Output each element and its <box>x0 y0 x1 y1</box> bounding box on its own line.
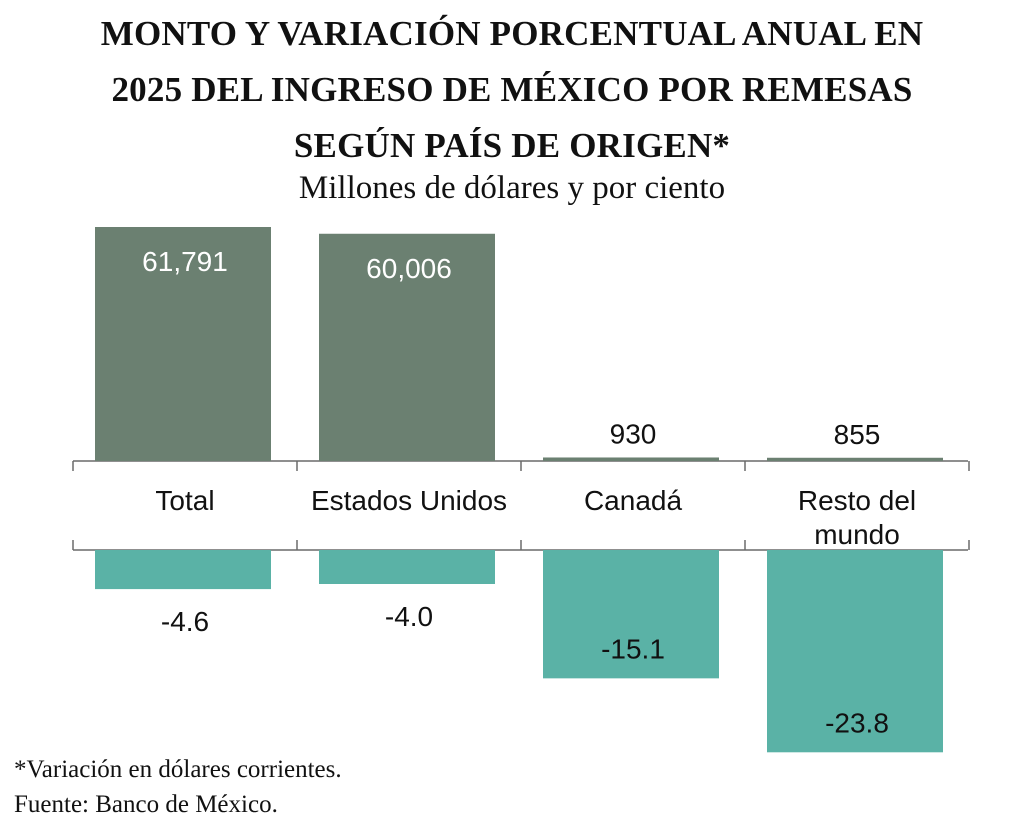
category-label: Canadá <box>584 485 683 516</box>
amount-bar <box>319 233 495 461</box>
chart-title-line-1: MONTO Y VARIACIÓN PORCENTUAL ANUAL EN <box>100 14 924 53</box>
footnote: *Variación en dólares corrientes. <box>14 756 342 783</box>
change-data-label: -4.6 <box>161 606 209 637</box>
change-data-label: -15.1 <box>601 633 665 664</box>
chart-title-line-2: 2025 DEL INGRESO DE MÉXICO POR REMESAS <box>111 70 913 109</box>
change-data-label: -4.0 <box>385 601 433 632</box>
amount-bar <box>767 457 943 461</box>
change-data-label: -23.8 <box>825 707 889 738</box>
change-bar <box>95 550 271 590</box>
change-bar <box>767 550 943 753</box>
source-note: Fuente: Banco de México. <box>14 791 278 818</box>
chart-title-line-3: SEGÚN PAÍS DE ORIGEN* <box>293 126 731 165</box>
amount-data-label: 855 <box>834 419 881 450</box>
amount-data-label: 60,006 <box>366 253 452 284</box>
chart-title: MONTO Y VARIACIÓN PORCENTUAL ANUAL EN 20… <box>0 6 1024 174</box>
change-bar <box>319 550 495 584</box>
amount-data-label: 930 <box>610 418 657 449</box>
change-bar <box>543 550 719 679</box>
category-label: Estados Unidos <box>311 485 507 516</box>
amount-bar <box>543 457 719 461</box>
category-label: mundo <box>814 519 900 550</box>
category-label: Total <box>155 485 214 516</box>
chart-subtitle: Millones de dólares y por ciento <box>298 170 726 206</box>
amount-bar <box>95 227 271 461</box>
amount-data-label: 61,791 <box>142 246 228 277</box>
category-label: Resto del <box>798 485 916 516</box>
